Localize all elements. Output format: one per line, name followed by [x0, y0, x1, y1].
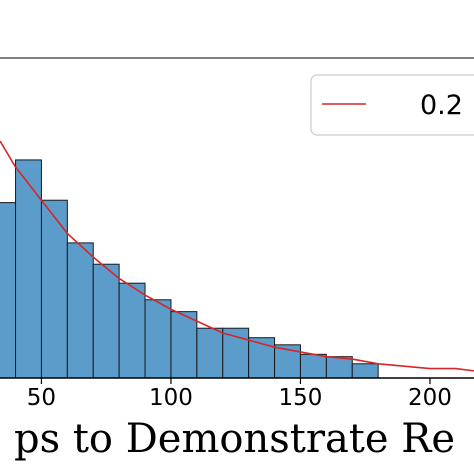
legend-frame: [310, 74, 474, 136]
x-tick-label-1: 100: [149, 385, 193, 411]
x-tick-label-3: 200: [408, 385, 452, 411]
legend: 0.2: [310, 74, 474, 136]
fit-curve-line: [0, 140, 474, 372]
histogram-bar-8: [196, 327, 224, 379]
histogram-bar-6: [144, 299, 172, 379]
histogram-bar-4: [92, 263, 120, 379]
x-axis-ticks: 50 100 150 200: [27, 378, 452, 411]
histogram-bar-3: [66, 242, 94, 379]
histogram-bar-0: [0, 202, 17, 379]
histogram-bar-1: [15, 159, 42, 379]
x-axis-title: ps to Demonstrate Re: [14, 416, 455, 462]
histogram-bar-12: [299, 353, 327, 379]
legend-label: 0.2: [420, 90, 463, 121]
histogram-bar-7: [170, 311, 198, 379]
histogram-bars: [0, 159, 379, 379]
histogram-bar-14: [351, 363, 379, 379]
histogram-bar-13: [325, 356, 353, 379]
x-tick-label-0: 50: [27, 385, 56, 411]
histogram-bar-5: [118, 282, 146, 379]
histogram-bar-2: [40, 199, 68, 379]
x-tick-label-2: 150: [279, 385, 323, 411]
